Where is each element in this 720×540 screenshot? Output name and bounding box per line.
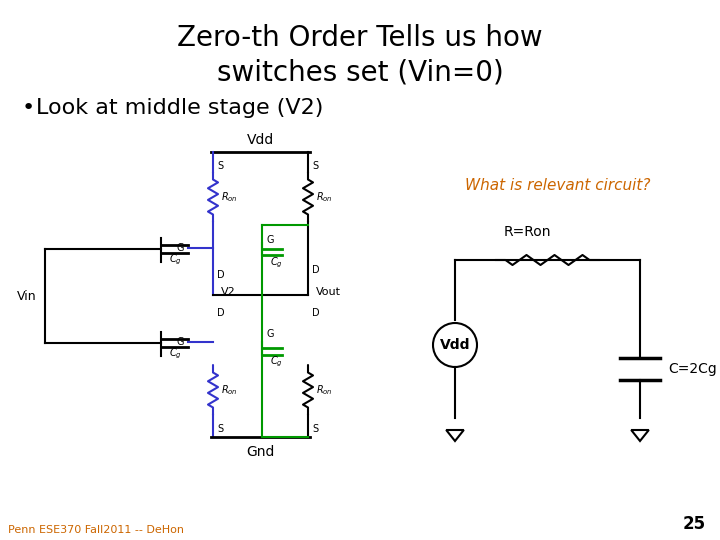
Text: S: S	[312, 161, 318, 171]
Text: Penn ESE370 Fall2011 -- DeHon: Penn ESE370 Fall2011 -- DeHon	[8, 525, 184, 535]
Text: Gnd: Gnd	[246, 445, 275, 459]
Text: S: S	[217, 424, 223, 434]
Text: D: D	[217, 270, 225, 280]
Text: •: •	[22, 98, 35, 118]
Text: $C_g$: $C_g$	[168, 253, 181, 267]
Text: G: G	[176, 243, 184, 253]
Text: Vout: Vout	[316, 287, 341, 297]
Text: Vin: Vin	[17, 289, 37, 302]
Text: $R_{on}$: $R_{on}$	[316, 383, 333, 397]
Text: D: D	[312, 308, 320, 318]
Text: $C_g$: $C_g$	[269, 355, 282, 369]
Text: G: G	[176, 337, 184, 347]
Text: S: S	[217, 161, 223, 171]
Text: G: G	[266, 329, 274, 339]
Text: Zero-th Order Tells us how: Zero-th Order Tells us how	[177, 24, 543, 52]
Text: Look at middle stage (V2): Look at middle stage (V2)	[36, 98, 323, 118]
Text: Vdd: Vdd	[247, 133, 274, 147]
Text: V2: V2	[221, 287, 235, 297]
Text: R=Ron: R=Ron	[503, 225, 551, 239]
Text: 25: 25	[683, 515, 706, 533]
Text: C=2Cg: C=2Cg	[668, 362, 716, 376]
Text: D: D	[217, 308, 225, 318]
Text: What is relevant circuit?: What is relevant circuit?	[465, 178, 651, 192]
Text: $R_{on}$: $R_{on}$	[316, 190, 333, 204]
Text: S: S	[312, 424, 318, 434]
Text: switches set (Vin=0): switches set (Vin=0)	[217, 58, 503, 86]
Text: D: D	[312, 265, 320, 275]
Text: $C_g$: $C_g$	[168, 347, 181, 361]
Text: $R_{on}$: $R_{on}$	[221, 383, 238, 397]
Text: $R_{on}$: $R_{on}$	[221, 190, 238, 204]
Text: Vdd: Vdd	[440, 338, 470, 352]
Text: $C_g$: $C_g$	[269, 256, 282, 270]
Text: G: G	[266, 235, 274, 245]
